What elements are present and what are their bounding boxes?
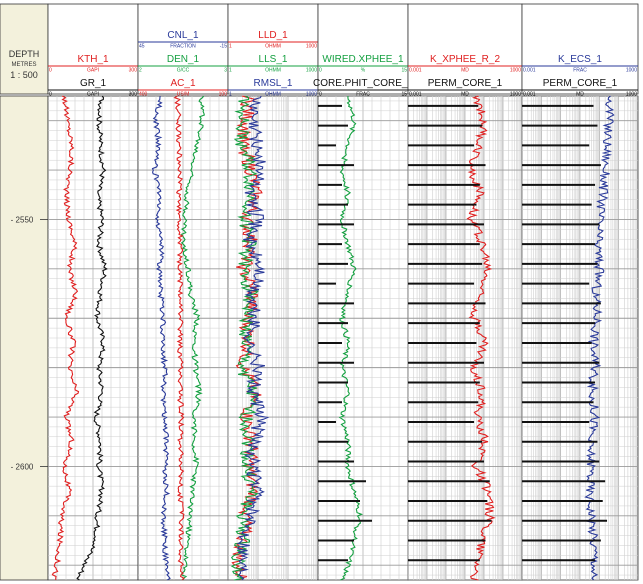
- curve-name-label: RMSL_1: [254, 78, 293, 89]
- curve-line: [51, 95, 80, 581]
- curve-scale-min-label: 0: [319, 68, 322, 74]
- curve-unit-label: %: [361, 68, 366, 74]
- curve-name-label: K_XPHEE_R_2: [430, 54, 500, 65]
- curve-unit-label: OHMM: [265, 92, 281, 98]
- curve-name-label: LLD_1: [258, 30, 288, 41]
- curve-unit-label: MD: [461, 68, 469, 74]
- curve-name-label: KTH_1: [77, 54, 109, 65]
- depth-tick-label: - 2600: [11, 462, 34, 471]
- curve-scale-min-label: 0.001: [523, 68, 536, 74]
- curve-unit-label: MD: [576, 92, 584, 98]
- track-header-box: [407, 3, 523, 95]
- depth-unit: METRES: [11, 62, 36, 68]
- curve-scale-max-label: 1000: [306, 44, 317, 50]
- curve-name-label: LLS_1: [259, 54, 288, 65]
- curve-line: [151, 95, 171, 581]
- curve-scale-min-label: 1: [229, 44, 232, 50]
- curve-scale-min-label: 1: [229, 68, 232, 74]
- curve-scale-min-label: 0.001: [409, 68, 422, 74]
- track-header-box: [317, 3, 409, 95]
- curve-scale-max-label: 3: [224, 68, 227, 74]
- curve-unit-label: US/M: [177, 92, 190, 98]
- curve-line: [173, 95, 186, 581]
- curve-line: [76, 95, 108, 581]
- curve-scale-min-label: 0: [319, 92, 322, 98]
- curve-scale-min-label: 2: [139, 68, 142, 74]
- curve-scale-max-label: 100: [219, 92, 228, 98]
- depth-track-header-bg: [0, 3, 49, 95]
- curve-name-label: CNL_1: [167, 30, 199, 41]
- curve-scale-max-label: 1000: [626, 92, 637, 98]
- depth-ticks: - 2550 - 2600: [11, 215, 48, 471]
- curve-name-label: CORE.PHIT_CORE_2: [313, 78, 413, 89]
- track-header-box: [227, 3, 319, 95]
- curve-scale-min-label: 1: [229, 92, 232, 98]
- curve-unit-label: GAPI: [87, 92, 99, 98]
- curve-scale-max-label: 15: [401, 92, 407, 98]
- track-header-box: [47, 3, 139, 95]
- curve-scale-min-label: 45: [139, 44, 145, 50]
- curve-scale-min-label: 0.001: [523, 92, 536, 98]
- curve-scale-max-label: 300: [129, 92, 138, 98]
- depth-title: DEPTH: [9, 49, 40, 59]
- curve-scale-max-label: 1000: [626, 68, 637, 74]
- curve-unit-label: G/CC: [177, 68, 190, 74]
- curve-unit-label: FRAC: [356, 92, 370, 98]
- curve-scale-min-label: 400: [139, 92, 148, 98]
- curve-name-label: PERM_CORE_1: [428, 78, 503, 89]
- track-header-box: [521, 3, 639, 95]
- curve-unit-label: OHMM: [265, 68, 281, 74]
- curve-unit-label: FRAC: [573, 68, 587, 74]
- track-header-box: [137, 3, 229, 95]
- curve-scale-min-label: 0.001: [409, 92, 422, 98]
- curve-scale-max-label: 15: [401, 68, 407, 74]
- depth-track-bg: [0, 95, 49, 581]
- depth-scale: 1 : 500: [10, 70, 38, 80]
- curve-unit-label: OHMM: [265, 44, 281, 50]
- curve-scale-min-label: 0: [49, 92, 52, 98]
- curve-line: [230, 95, 260, 581]
- depth-tick-label: - 2550: [11, 215, 34, 224]
- curve-name-label: WIRED.XPHEE_1: [322, 54, 404, 65]
- curve-unit-label: GAPI: [87, 68, 99, 74]
- curve-scale-max-label: 1000: [306, 92, 317, 98]
- curve-line: [466, 95, 496, 581]
- curve-unit-label: FRACTION: [170, 44, 196, 50]
- curve-line: [584, 95, 615, 581]
- curve-scale-max-label: 1000: [306, 68, 317, 74]
- curve-name-label: DEN_1: [167, 54, 200, 65]
- curve-name-label: AC_1: [170, 78, 195, 89]
- curve-scale-max-label: 300: [129, 68, 138, 74]
- curve-name-label: GR_1: [80, 78, 107, 89]
- curve-line: [236, 95, 270, 581]
- curve-scale-max-label: 1000: [510, 68, 521, 74]
- curve-name-label: PERM_CORE_1: [543, 78, 618, 89]
- curve-unit-label: MD: [461, 92, 469, 98]
- curve-line: [180, 95, 205, 581]
- curve-scale-max-label: 1000: [510, 92, 521, 98]
- curve-name-label: K_ECS_1: [558, 54, 602, 65]
- curve-scale-min-label: 0: [49, 68, 52, 74]
- curve-line: [338, 95, 364, 581]
- curve-scale-max-label: -15: [220, 44, 227, 50]
